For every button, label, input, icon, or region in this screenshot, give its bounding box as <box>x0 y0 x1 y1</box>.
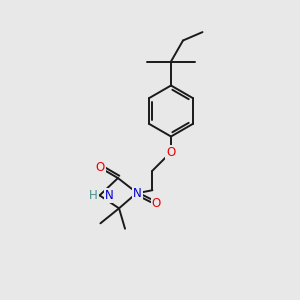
Text: H: H <box>89 189 98 202</box>
Text: O: O <box>95 161 105 174</box>
Text: N: N <box>133 187 142 200</box>
Text: O: O <box>152 197 161 210</box>
Text: N: N <box>105 189 114 202</box>
Text: O: O <box>167 146 176 159</box>
